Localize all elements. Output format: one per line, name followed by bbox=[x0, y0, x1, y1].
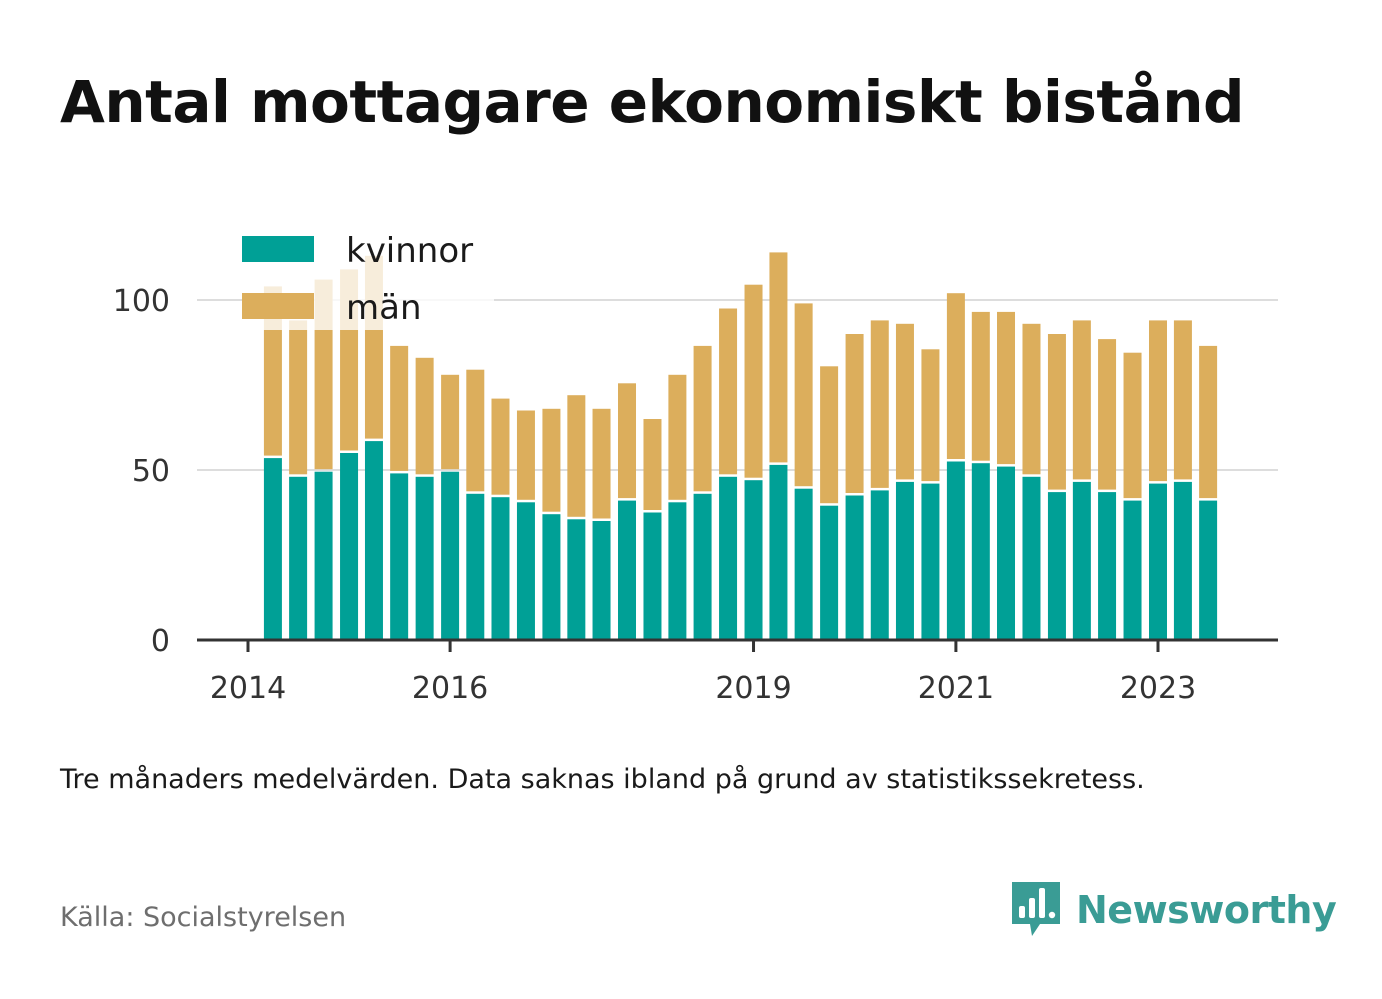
bar-man bbox=[1149, 320, 1167, 482]
bar-kvinnor bbox=[870, 490, 889, 640]
legend: kvinnor män bbox=[242, 228, 494, 330]
x-tick-label: 2016 bbox=[412, 671, 488, 706]
bar-man bbox=[415, 357, 434, 475]
source-label: Källa: Socialstyrelsen bbox=[60, 902, 347, 933]
bar-man bbox=[921, 349, 940, 482]
y-tick-label: 100 bbox=[113, 284, 170, 319]
bar-kvinnor bbox=[390, 473, 409, 640]
bar-kvinnor bbox=[314, 471, 333, 640]
bar-kvinnor bbox=[491, 497, 510, 640]
x-tick-label: 2023 bbox=[1120, 671, 1196, 706]
bar-kvinnor bbox=[618, 500, 637, 640]
bar-kvinnor bbox=[921, 483, 940, 640]
bar-man bbox=[1098, 339, 1117, 490]
legend-swatch bbox=[242, 236, 314, 262]
bar-kvinnor bbox=[744, 480, 763, 640]
bar-kvinnor bbox=[693, 493, 712, 640]
bar-kvinnor bbox=[415, 476, 434, 640]
bar-man bbox=[1047, 334, 1066, 490]
bars bbox=[263, 252, 1218, 640]
bar-man bbox=[289, 320, 308, 475]
legend-label: män bbox=[346, 288, 422, 328]
bar-kvinnor bbox=[1149, 483, 1167, 640]
x-tick-label: 2021 bbox=[918, 671, 994, 706]
bar-man bbox=[693, 345, 712, 492]
legend-swatch bbox=[242, 293, 314, 319]
x-tick-label: 2014 bbox=[210, 671, 286, 706]
bar-kvinnor bbox=[1098, 492, 1117, 640]
bar-man bbox=[744, 284, 763, 478]
bar-man bbox=[618, 383, 637, 499]
bar-kvinnor bbox=[592, 521, 611, 640]
bar-kvinnor bbox=[1022, 476, 1041, 640]
x-tick-label: 2019 bbox=[715, 671, 791, 706]
bar-kvinnor bbox=[946, 461, 965, 640]
bar-man bbox=[895, 323, 914, 480]
bar-man bbox=[643, 419, 662, 510]
y-tick-label: 0 bbox=[151, 624, 170, 659]
bar-kvinnor bbox=[820, 505, 839, 640]
bar-man bbox=[491, 398, 510, 495]
bar-man bbox=[1123, 352, 1142, 499]
bar-kvinnor bbox=[364, 441, 383, 640]
bar-kvinnor bbox=[719, 476, 738, 640]
bar-kvinnor bbox=[1072, 481, 1091, 640]
bar-man bbox=[845, 334, 864, 493]
bar-kvinnor bbox=[466, 493, 485, 640]
bar-man bbox=[390, 345, 409, 471]
bar-kvinnor bbox=[845, 495, 864, 640]
chart-note: Tre månaders medelvärden. Data saknas ib… bbox=[60, 764, 1145, 795]
legend-label: kvinnor bbox=[346, 231, 473, 271]
bar-man bbox=[441, 374, 460, 470]
bar-kvinnor bbox=[567, 519, 586, 640]
bar-kvinnor bbox=[643, 512, 662, 640]
bar-man bbox=[1199, 345, 1218, 499]
newsworthy-logo: Newsworthy bbox=[1010, 880, 1337, 940]
bar-man bbox=[769, 252, 788, 463]
bar-kvinnor bbox=[263, 458, 282, 640]
bar-man bbox=[870, 320, 889, 488]
bar-man bbox=[592, 408, 611, 519]
y-tick-label: 50 bbox=[132, 454, 170, 489]
stacked-bar-chart: kvinnor män 0 50 100 2014 2016 2019 2021 2023 bbox=[112, 228, 1278, 706]
bar-chart-speech-bubble-icon bbox=[1012, 882, 1060, 936]
bar-kvinnor bbox=[441, 471, 460, 640]
bar-man bbox=[1173, 320, 1192, 480]
chart-title: Antal mottagare ekonomiskt bistånd bbox=[60, 68, 1245, 136]
bar-kvinnor bbox=[542, 514, 561, 640]
bar-kvinnor bbox=[668, 502, 687, 640]
bar-kvinnor bbox=[769, 464, 788, 640]
bar-man bbox=[1072, 320, 1091, 480]
bar-kvinnor bbox=[1123, 500, 1142, 640]
bar-kvinnor bbox=[1047, 492, 1066, 640]
bar-man bbox=[719, 308, 738, 475]
axes: 0 50 100 2014 2016 2019 2021 2023 bbox=[113, 284, 1278, 706]
bar-man bbox=[971, 311, 990, 461]
bar-man bbox=[820, 366, 839, 504]
bar-kvinnor bbox=[997, 466, 1016, 640]
bar-man bbox=[794, 303, 813, 487]
bar-man bbox=[567, 395, 586, 517]
bar-kvinnor bbox=[895, 481, 914, 640]
bar-kvinnor bbox=[289, 476, 308, 640]
bar-man bbox=[946, 293, 965, 459]
bar-man bbox=[516, 410, 535, 500]
bar-kvinnor bbox=[1173, 481, 1192, 640]
bar-man bbox=[997, 311, 1016, 465]
bar-kvinnor bbox=[516, 502, 535, 640]
bar-man bbox=[668, 374, 687, 500]
bar-kvinnor bbox=[340, 453, 359, 640]
brand-name: Newsworthy bbox=[1076, 888, 1337, 932]
bar-man bbox=[1022, 323, 1041, 475]
bar-man bbox=[542, 408, 561, 512]
bar-kvinnor bbox=[794, 488, 813, 640]
bar-man bbox=[466, 369, 485, 492]
bar-kvinnor bbox=[971, 463, 990, 640]
bar-kvinnor bbox=[1199, 500, 1218, 640]
